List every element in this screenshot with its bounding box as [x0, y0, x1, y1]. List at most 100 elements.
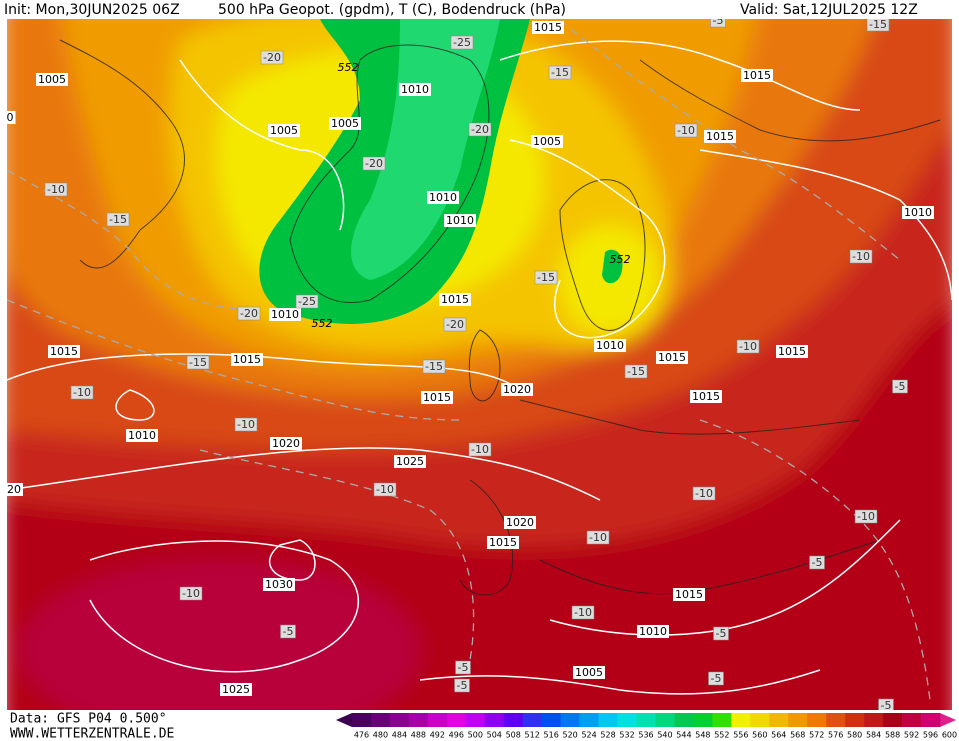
pressure-label: 1030 [265, 578, 293, 591]
colorbar-bin [750, 713, 770, 727]
temperature-label-box [713, 626, 729, 641]
colorbar-high-cap [940, 713, 956, 727]
temperature-label-box [106, 212, 130, 227]
pressure-label: 1015 [489, 536, 517, 549]
temperature-label-box [186, 355, 210, 370]
temperature-label: -10 [73, 386, 91, 399]
pressure-label-box [126, 429, 158, 442]
colorbar-bin [807, 713, 827, 727]
pressure-label: 1005 [331, 117, 359, 130]
pressure-label: 1020 [506, 516, 534, 529]
temperature-label-box [468, 442, 492, 457]
pressure-label-box [673, 588, 705, 601]
temperature-label-box [710, 19, 726, 28]
temperature-label: -20 [471, 123, 489, 136]
colorbar-bin [446, 713, 467, 727]
temperature-label: -10 [237, 418, 255, 431]
temperature-label-box [443, 317, 467, 332]
temperature-label: -5 [881, 699, 892, 712]
pressure-label-box [487, 536, 519, 549]
pressure-label-box [439, 293, 471, 306]
temperature-label-box [295, 294, 319, 309]
colorbar-bin [370, 713, 391, 727]
temperature-label-box [571, 605, 595, 620]
temperature-label: -15 [551, 66, 569, 79]
temperature-label-box [70, 385, 94, 400]
colorbar-label: 564 [771, 731, 786, 740]
pressure-label-box [573, 666, 605, 679]
pressure-label-box [902, 206, 934, 219]
temperature-label: -20 [263, 51, 281, 64]
temperature-label: -25 [453, 36, 471, 49]
temperature-label: -15 [537, 271, 555, 284]
colorbar-bin [389, 713, 410, 727]
colorbar-bin [579, 713, 599, 727]
colorbar-label: 520 [562, 731, 577, 740]
map-title: 500 hPa Geopot. (gpdm), T (C), Bodendruc… [218, 2, 566, 18]
colorbar-label: 504 [487, 731, 502, 740]
temperature-label: -5 [711, 672, 722, 685]
pressure-label-box [444, 214, 476, 227]
temperature-label: -5 [716, 627, 727, 640]
pressure-label: 1010 [446, 214, 474, 227]
temperature-label-box [624, 364, 648, 379]
temperature-label-box [362, 156, 386, 171]
colorbar-bin [541, 713, 561, 727]
temperature-label-box [454, 678, 470, 693]
temperature-label-box [736, 339, 760, 354]
pressure-label-box [263, 578, 295, 591]
colorbar-label: 588 [885, 731, 900, 740]
pressure-label-box [329, 117, 361, 130]
temperature-label-box [234, 417, 258, 432]
pressure-label: 1025 [396, 455, 424, 468]
temperature-label-box [468, 122, 492, 137]
temperature-label: -5 [713, 14, 724, 27]
colorbar-label: 476 [354, 731, 369, 740]
colorbar-bin [731, 713, 751, 727]
temperature-label: -10 [471, 443, 489, 456]
pressure-label: 1015 [233, 353, 261, 366]
temperature-label: -20 [240, 307, 258, 320]
colorbar-label: 552 [714, 731, 729, 740]
temperature-label-box [450, 35, 474, 50]
pressure-label: 1010 [429, 191, 457, 204]
pressure-label: 1005 [533, 135, 561, 148]
colorbar-label: 556 [733, 731, 748, 740]
pressure-label-box [741, 69, 773, 82]
header-bar [0, 0, 959, 19]
pressure-label: 1010 [401, 83, 429, 96]
temperature-label-box [708, 671, 724, 686]
pressure-label: 1015 [706, 130, 734, 143]
pressure-label: 1015 [658, 351, 686, 364]
colorbar-low-cap [336, 713, 352, 727]
colorbar-bin [826, 713, 846, 727]
temperature-label-box [866, 19, 890, 32]
temperature-label: -5 [812, 556, 823, 569]
temperature-label-box [692, 486, 716, 501]
colorbar-label: 484 [392, 731, 407, 740]
pressure-label: 1020 [503, 383, 531, 396]
pressure-label-box [48, 345, 80, 358]
pressure-label-box [36, 73, 68, 86]
temperature-label-box [854, 509, 878, 524]
pressure-label-box [532, 21, 564, 34]
colorbar-label: 536 [638, 731, 653, 740]
pressure-label: 1015 [423, 391, 451, 404]
colorbar-label: 528 [600, 731, 615, 740]
colorbar-label: 524 [581, 731, 596, 740]
colorbar-bin [522, 713, 542, 727]
temperature-label: -10 [857, 510, 875, 523]
colorbar-label: 512 [525, 731, 540, 740]
pressure-label: 1005 [270, 124, 298, 137]
temperature-label: -10 [589, 531, 607, 544]
temperature-label: -15 [627, 365, 645, 378]
temperature-label: -20 [446, 318, 464, 331]
colorbar-bin [845, 713, 865, 727]
pressure-label-box [270, 437, 302, 450]
colorbar-bin [560, 713, 580, 727]
temperature-label-box [878, 698, 894, 710]
pressure-label-box [7, 111, 16, 124]
temperature-label-box [534, 270, 558, 285]
pressure-label-box [427, 191, 459, 204]
